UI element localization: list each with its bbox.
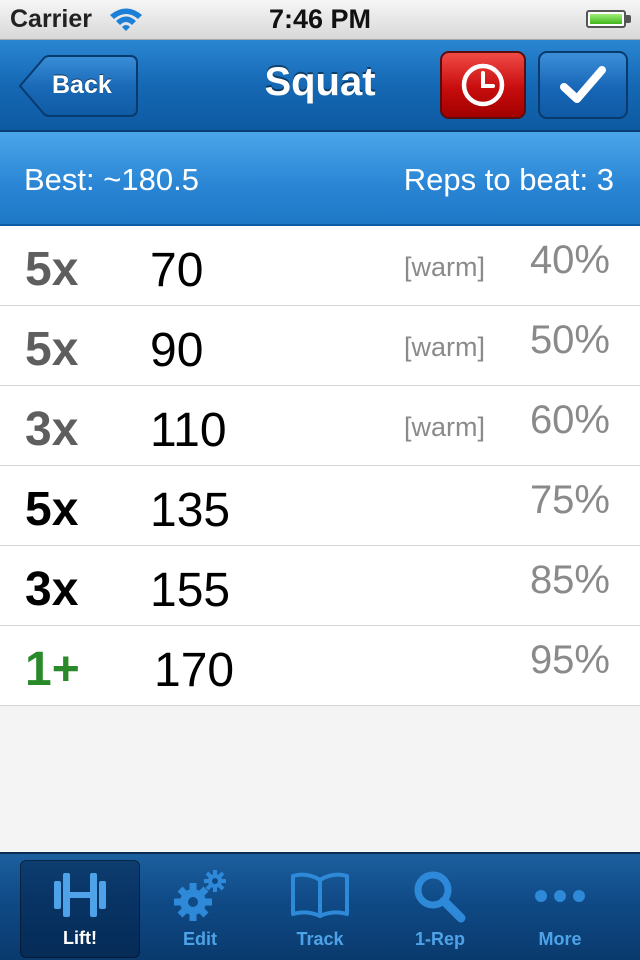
set-weight: 135 [150, 484, 231, 537]
magnifier-icon [414, 871, 466, 923]
set-reps-amrap: 1+ [25, 643, 80, 696]
set-weight: 90 [150, 324, 204, 377]
set-percent: 40% [529, 238, 610, 282]
wifi-icon [110, 8, 142, 31]
set-row[interactable]: 3x 110 [warm] 60% [0, 386, 640, 466]
battery-tip [626, 15, 631, 23]
set-percent: 50% [529, 318, 610, 362]
set-row[interactable]: 5x 70 [warm] 40% [0, 226, 640, 306]
tab-lift-label: Lift! [63, 928, 97, 948]
tab-one-rep-label: 1-Rep [414, 929, 465, 949]
set-percent: 95% [529, 638, 610, 682]
set-row[interactable]: 3x 155 85% [0, 546, 640, 626]
set-row[interactable]: 5x 90 [warm] 50% [0, 306, 640, 386]
warmup-tag: [warm] [404, 412, 485, 442]
set-percent: 85% [529, 558, 610, 602]
gears-icon [174, 870, 226, 921]
tab-lift[interactable]: Lift! [20, 860, 140, 958]
set-weight: 155 [150, 564, 231, 617]
status-bar: Carrier 7:46 PM [0, 0, 640, 40]
best-label: Best: ~180.5 [24, 162, 199, 197]
back-button-label: Back [52, 71, 112, 99]
reps-to-beat-label: Reps to beat: 3 [403, 162, 614, 197]
barbell-icon [54, 873, 106, 917]
tab-edit[interactable]: Edit [140, 860, 260, 958]
tab-more-label: More [538, 929, 582, 949]
set-row[interactable]: 1+ 170 95% [0, 626, 640, 706]
tab-edit-label: Edit [183, 929, 217, 949]
set-percent: 75% [529, 478, 610, 522]
warmup-tag: [warm] [404, 332, 485, 362]
warmup-tag: [warm] [404, 252, 485, 282]
back-button[interactable]: Back [18, 55, 138, 117]
set-weight: 170 [154, 644, 235, 697]
set-reps: 5x [25, 323, 79, 376]
set-reps: 3x [25, 403, 79, 456]
lift-info-bar: Best: ~180.5 Reps to beat: 3 [0, 132, 640, 226]
timer-button[interactable] [440, 51, 526, 119]
carrier-label: Carrier [10, 5, 92, 33]
tab-more[interactable]: More [500, 860, 620, 958]
tab-track-label: Track [296, 929, 344, 949]
tab-bar: Lift! Edit [0, 852, 640, 960]
checkmark-icon [560, 66, 606, 103]
set-reps: 5x [25, 243, 79, 296]
sets-table: 5x 70 [warm] 40% 5x 90 [warm] 50% 3x 110… [0, 226, 640, 706]
navigation-bar: Back Squat [0, 40, 640, 132]
set-reps: 3x [25, 563, 79, 616]
status-time: 7:46 PM [268, 4, 372, 34]
back-button-shape [18, 55, 138, 117]
set-row[interactable]: 5x 135 75% [0, 466, 640, 546]
set-weight: 110 [150, 404, 227, 457]
set-weight: 70 [150, 244, 204, 297]
battery-icon [586, 10, 626, 28]
tab-track[interactable]: Track [260, 860, 380, 958]
done-button[interactable] [538, 51, 628, 119]
set-percent: 60% [529, 398, 610, 442]
page-title: Squat [264, 60, 376, 104]
book-icon [291, 872, 349, 918]
clock-icon [461, 63, 505, 107]
more-dots-icon [535, 890, 585, 902]
set-reps: 5x [25, 483, 79, 536]
tab-one-rep[interactable]: 1-Rep [380, 860, 500, 958]
